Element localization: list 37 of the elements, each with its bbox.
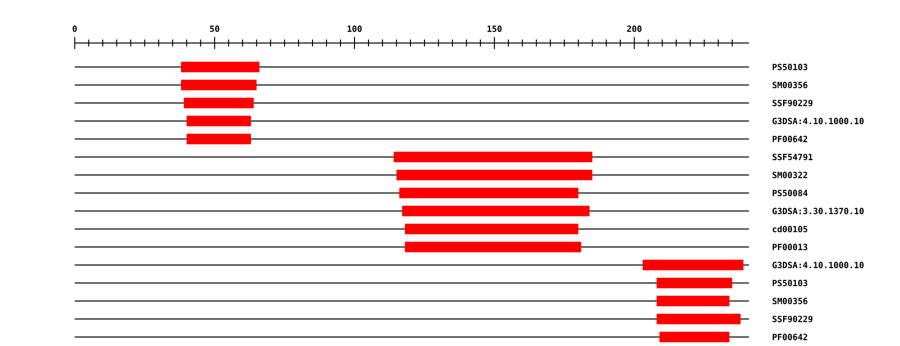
bar (184, 98, 254, 108)
y-tick-label: PF00642 (772, 136, 808, 142)
bar (396, 170, 592, 180)
y-tick-label: cd00105 (772, 226, 808, 232)
y-tick-label: G3DSA:4.10.1000.10 (772, 262, 864, 268)
x-tick-label: 150 (488, 26, 502, 32)
y-tick-label: SSF54791 (772, 154, 813, 160)
y-tick-label: PF00013 (772, 244, 808, 250)
y-tick-label: SM00356 (772, 82, 808, 88)
bar (656, 314, 741, 324)
y-tick-label: SSF90229 (772, 100, 812, 106)
bar (656, 296, 730, 306)
y-tick-label: PS50103 (772, 64, 808, 70)
bar (399, 188, 578, 198)
x-tick-label: 100 (348, 26, 362, 32)
y-tick-label: PS50084 (772, 190, 808, 196)
y-tick-label: SM00322 (772, 172, 808, 178)
bar (642, 260, 744, 270)
y-tick-label: G3DSA:4.10.1000.10 (772, 118, 864, 124)
bar (402, 206, 590, 216)
y-tick-label: G3DSA:3.30.1370.10 (772, 208, 864, 214)
y-tick-label: SSF90229 (772, 316, 812, 322)
bar (656, 278, 732, 288)
y-tick-label: SM00356 (772, 298, 808, 304)
x-tick-label: 0 (72, 26, 77, 32)
x-tick-label: 50 (210, 26, 220, 32)
y-tick-label: PF00642 (772, 334, 808, 340)
bar (186, 116, 251, 126)
bar (404, 224, 578, 234)
bar (394, 152, 592, 162)
bar (404, 242, 582, 252)
bar (181, 62, 260, 72)
x-tick-label: 200 (627, 26, 642, 32)
bar (659, 332, 730, 342)
y-tick-label: PS50103 (772, 280, 808, 286)
bar (186, 134, 251, 144)
bar (181, 80, 257, 90)
